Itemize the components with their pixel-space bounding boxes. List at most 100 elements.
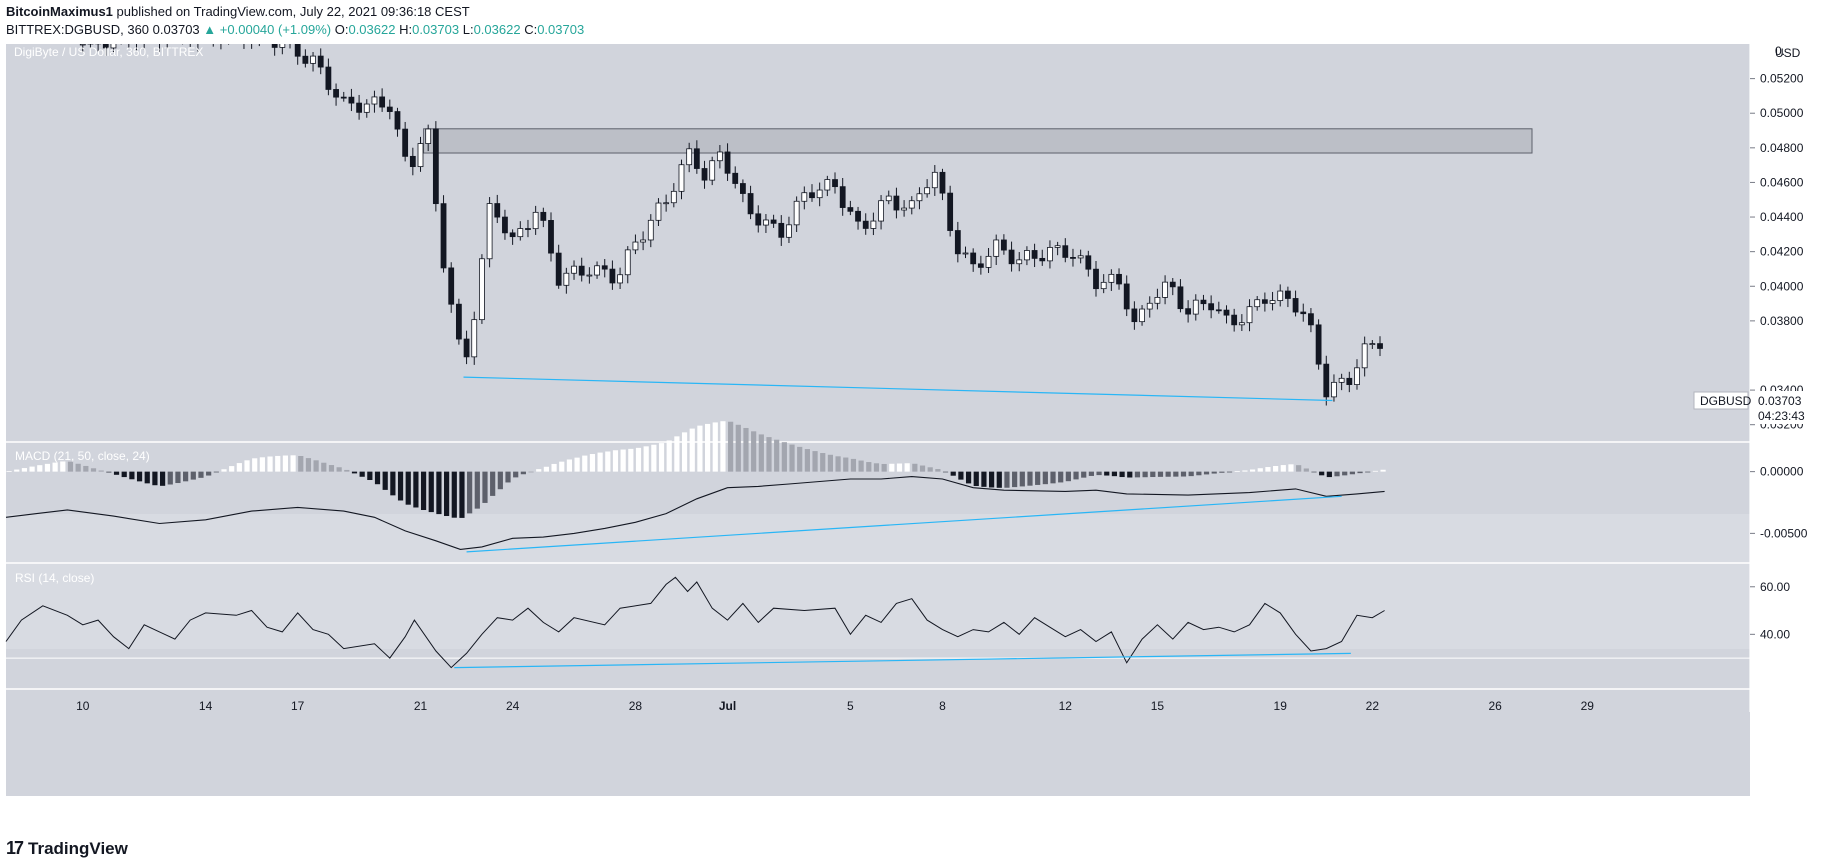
rsi-tick-label: 40.00 — [1760, 627, 1790, 641]
macd-histogram-bar — [520, 471, 526, 475]
candle-body — [647, 219, 654, 241]
macd-histogram-bar — [543, 466, 549, 472]
x-tick-label: 8 — [939, 699, 946, 713]
candle-body — [655, 202, 662, 221]
macd-histogram-bar — [413, 471, 419, 508]
candle-body — [732, 172, 739, 184]
rsi-title: RSI (14, close) — [15, 571, 94, 585]
macd-histogram-bar — [482, 471, 488, 503]
macd-histogram-bar — [689, 428, 695, 472]
candle-body — [586, 274, 593, 277]
candle-body — [1031, 250, 1038, 259]
macd-histogram-bar — [1365, 471, 1371, 473]
macd-histogram-bar — [67, 461, 74, 472]
candle-body — [901, 207, 907, 211]
macd-histogram-bar — [912, 463, 918, 472]
x-tick-label: 28 — [629, 699, 643, 713]
macd-histogram-bar — [252, 458, 258, 472]
candle-body — [709, 160, 716, 181]
x-tick-label: Jul — [719, 699, 736, 713]
candle-body — [878, 200, 884, 222]
candle-body — [893, 195, 900, 211]
candle-body — [1100, 281, 1107, 290]
candle-body — [317, 55, 324, 68]
macd-histogram-bar — [259, 457, 265, 472]
last-price-tag — [1752, 391, 1810, 424]
candle-body — [1039, 257, 1046, 262]
candle-body — [908, 200, 915, 209]
macd-histogram-bar — [1211, 471, 1217, 474]
macd-histogram-bar — [666, 440, 672, 472]
macd-histogram-bar — [305, 458, 312, 472]
macd-histogram-bar — [850, 458, 857, 472]
price-pane[interactable] — [79, 44, 1533, 406]
published-text: published on TradingView.com, July 22, 2… — [116, 4, 470, 19]
candle-body — [1331, 381, 1337, 398]
author-name[interactable]: BitcoinMaximus1 — [6, 4, 113, 19]
macd-histogram-bar — [958, 471, 964, 480]
candle-body — [1254, 299, 1261, 308]
macd-histogram-bar — [113, 471, 120, 475]
candle-body — [924, 187, 931, 195]
macd-histogram-bar — [267, 456, 273, 472]
macd-histogram-bar — [820, 453, 826, 472]
price-pane-title: DigiByte / US Dollar, 360, BITTREX — [14, 45, 203, 59]
macd-histogram-bar — [213, 471, 219, 473]
macd-histogram-bar — [1319, 471, 1325, 476]
macd-histogram-bar — [612, 450, 619, 472]
macd-histogram-bar — [1019, 471, 1025, 487]
macd-histogram-bar — [965, 471, 972, 484]
macd-histogram-bar — [873, 463, 880, 472]
macd-histogram-bar — [1265, 467, 1271, 472]
macd-histogram-bar — [1188, 471, 1194, 477]
macd-pane[interactable] — [5, 421, 1386, 553]
candle-body — [962, 252, 969, 255]
candle-body — [1093, 268, 1099, 290]
price-tick-label: 0.04400 — [1760, 210, 1804, 224]
candle-body — [1139, 308, 1145, 323]
candle-body — [1377, 343, 1383, 349]
macd-histogram-bar — [950, 471, 956, 476]
macd-histogram-bar — [420, 471, 427, 511]
macd-histogram-bar — [789, 444, 795, 472]
macd-histogram-bar — [1257, 468, 1263, 472]
candle-body — [302, 55, 309, 64]
macd-histogram-bar — [374, 471, 381, 485]
candle-body — [1024, 250, 1030, 261]
candle-body — [509, 232, 516, 238]
candle-body — [271, 44, 278, 48]
candle-body — [333, 89, 339, 98]
candle-body — [1261, 299, 1268, 304]
candle-body — [1177, 286, 1184, 310]
macd-histogram-bar — [467, 471, 473, 514]
macd-histogram-bar — [474, 471, 480, 509]
candle-body — [939, 171, 946, 194]
candle-body — [763, 219, 769, 226]
up-arrow-icon: ▲ — [203, 22, 217, 37]
macd-histogram-bar — [382, 471, 388, 490]
macd-tick-label: -0.00500 — [1760, 526, 1808, 540]
change-text: +0.00040 (+1.09%) — [219, 22, 332, 37]
candle-body — [801, 192, 808, 202]
candle-body — [809, 192, 815, 199]
macd-histogram-bar — [1096, 471, 1102, 476]
candle-body — [1285, 290, 1291, 299]
candle-body — [1323, 363, 1330, 398]
macd-histogram-bar — [1157, 471, 1164, 477]
candle-body — [371, 96, 378, 105]
candle-body — [325, 66, 332, 90]
candle-body — [747, 193, 754, 215]
macd-histogram-bar — [919, 465, 926, 472]
chart-area[interactable]: 0.05200 0.05000 0.04800 0.04600 0.04400 0.042… — [0, 44, 1828, 834]
macd-histogram-bar — [497, 471, 503, 490]
macd-histogram-bar — [1150, 471, 1156, 478]
macd-histogram-bar — [190, 471, 196, 480]
high-value: 0.03703 — [412, 22, 460, 37]
macd-histogram-bar — [1326, 471, 1332, 478]
macd-histogram-bar — [1203, 471, 1210, 475]
rsi-pane[interactable] — [5, 576, 1750, 669]
macd-histogram-bar — [1357, 471, 1363, 474]
low-value: 0.03622 — [473, 22, 521, 37]
candle-body — [693, 148, 700, 169]
candle-body — [1146, 302, 1153, 310]
